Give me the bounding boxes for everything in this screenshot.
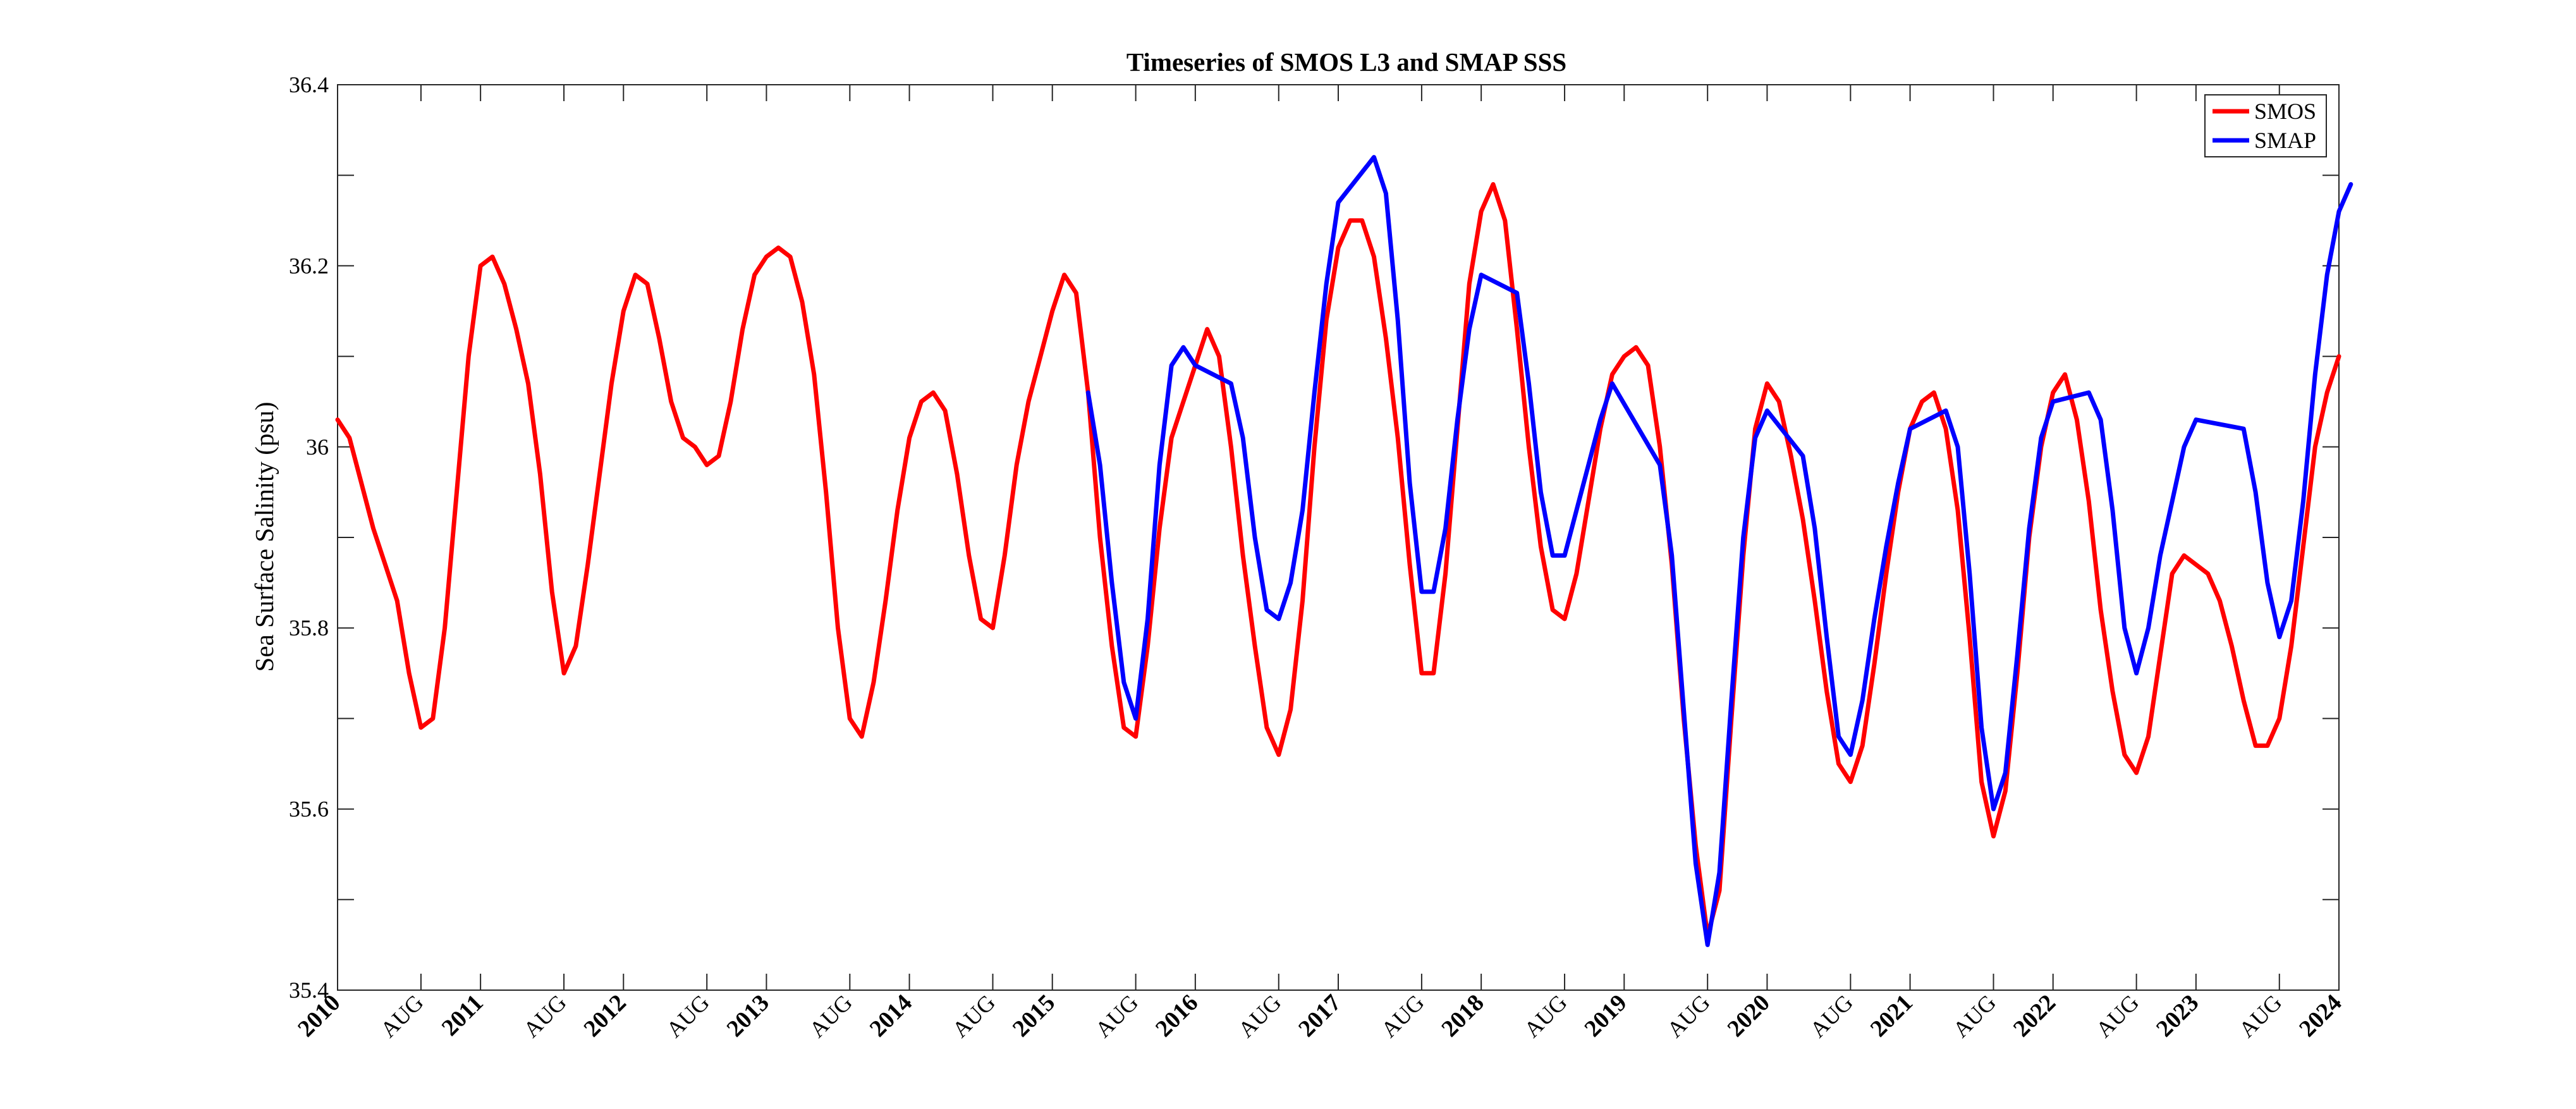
y-tick-label: 35.4 bbox=[289, 977, 329, 1003]
series-lines bbox=[335, 155, 2353, 947]
y-axis-label: Sea Surface Salinity (psu) bbox=[250, 402, 279, 672]
legend-box bbox=[2204, 94, 2327, 157]
series-line-smap bbox=[1085, 155, 2353, 947]
series-line-smos bbox=[335, 182, 2341, 938]
y-tick-labels: 35.4 35.6 35.8 36 36.2 36.4 bbox=[289, 72, 329, 1003]
plot-area bbox=[335, 84, 2353, 991]
x-tick-marks bbox=[337, 85, 2340, 990]
legend: SMOS SMAP bbox=[2204, 94, 2327, 157]
y-tick-marks bbox=[338, 84, 2339, 991]
chart-title: Timeseries of SMOS L3 and SMAP SSS bbox=[1126, 47, 1566, 77]
y-tick-label: 35.6 bbox=[289, 797, 329, 822]
y-tick-label: 36.2 bbox=[289, 253, 329, 278]
legend-label-smos: SMOS bbox=[2254, 99, 2316, 124]
y-tick-label: 35.8 bbox=[289, 615, 329, 640]
legend-label-smap: SMAP bbox=[2254, 128, 2316, 153]
y-tick-label: 36.4 bbox=[289, 72, 329, 97]
y-tick-label: 36 bbox=[306, 434, 329, 460]
